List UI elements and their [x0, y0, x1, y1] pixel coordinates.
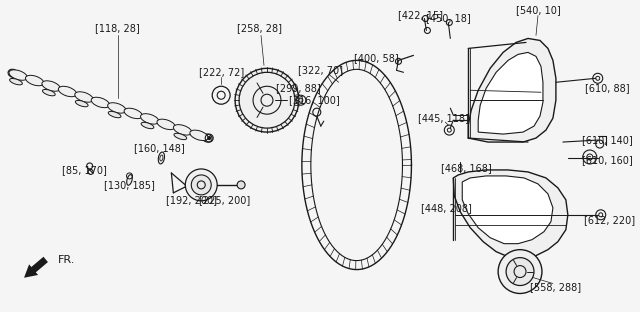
Text: [222, 72]: [222, 72]	[198, 67, 244, 77]
Text: [160, 148]: [160, 148]	[134, 143, 185, 153]
Text: [558, 288]: [558, 288]	[531, 282, 582, 293]
Circle shape	[235, 68, 299, 132]
Text: [445, 118]: [445, 118]	[418, 113, 468, 123]
Text: [225, 200]: [225, 200]	[198, 195, 250, 205]
Ellipse shape	[202, 134, 212, 142]
Text: [258, 28]: [258, 28]	[237, 23, 282, 33]
Circle shape	[208, 137, 211, 139]
Circle shape	[237, 181, 245, 189]
Ellipse shape	[42, 81, 60, 91]
Ellipse shape	[9, 70, 28, 80]
Polygon shape	[462, 176, 553, 244]
Ellipse shape	[141, 114, 159, 124]
Circle shape	[186, 169, 217, 201]
Ellipse shape	[247, 107, 254, 113]
Text: [85, 170]: [85, 170]	[62, 165, 107, 175]
Polygon shape	[453, 170, 568, 258]
Ellipse shape	[127, 175, 132, 185]
Text: [610, 140]: [610, 140]	[582, 135, 633, 145]
Ellipse shape	[190, 130, 208, 140]
Text: [448, 208]: [448, 208]	[421, 203, 472, 213]
FancyArrowPatch shape	[24, 257, 48, 278]
Text: [610, 88]: [610, 88]	[586, 83, 630, 93]
Ellipse shape	[280, 107, 287, 113]
Text: [192, 200]: [192, 200]	[166, 195, 217, 205]
Polygon shape	[468, 38, 556, 142]
Ellipse shape	[108, 103, 126, 113]
Text: [450, 18]: [450, 18]	[426, 13, 470, 23]
Text: [610, 160]: [610, 160]	[582, 155, 633, 165]
Ellipse shape	[124, 108, 142, 119]
Ellipse shape	[75, 92, 93, 102]
Ellipse shape	[174, 133, 187, 140]
Text: [612, 220]: [612, 220]	[584, 215, 636, 225]
Text: [540, 10]: [540, 10]	[516, 6, 561, 16]
Ellipse shape	[42, 90, 55, 96]
Ellipse shape	[10, 79, 22, 85]
Text: [422, 15]: [422, 15]	[398, 11, 443, 21]
Polygon shape	[478, 52, 543, 134]
Ellipse shape	[108, 111, 121, 118]
Ellipse shape	[76, 100, 88, 107]
Text: [400, 58]: [400, 58]	[354, 53, 399, 63]
Ellipse shape	[92, 97, 109, 108]
Ellipse shape	[157, 119, 175, 129]
Circle shape	[299, 98, 303, 102]
Text: [468, 168]: [468, 168]	[441, 163, 492, 173]
Text: [130, 185]: [130, 185]	[104, 180, 155, 190]
Ellipse shape	[141, 122, 154, 129]
Ellipse shape	[8, 69, 18, 77]
Text: FR.: FR.	[58, 255, 75, 265]
Ellipse shape	[158, 152, 164, 164]
Ellipse shape	[58, 86, 77, 97]
Text: [118, 28]: [118, 28]	[95, 23, 140, 33]
Text: [322, 70]: [322, 70]	[298, 65, 343, 75]
Circle shape	[498, 250, 542, 294]
Text: [316, 100]: [316, 100]	[289, 95, 340, 105]
Circle shape	[506, 258, 534, 285]
Circle shape	[191, 175, 211, 195]
Circle shape	[253, 86, 281, 114]
Ellipse shape	[173, 124, 192, 135]
Text: [299, 88]: [299, 88]	[275, 83, 320, 93]
Ellipse shape	[264, 77, 269, 85]
Ellipse shape	[26, 75, 44, 86]
